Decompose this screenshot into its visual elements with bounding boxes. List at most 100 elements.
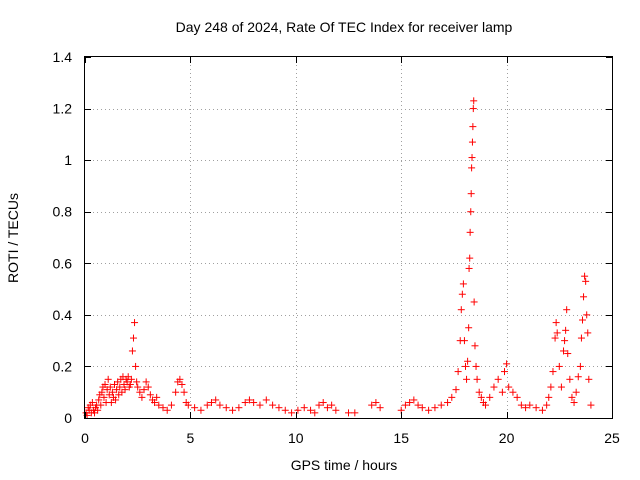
data-point: [104, 375, 112, 383]
data-point: [469, 123, 477, 131]
data-point: [229, 406, 237, 414]
x-axis-label: GPS time / hours: [291, 457, 398, 473]
data-point: [458, 290, 466, 298]
data-point: [545, 393, 553, 401]
data-point: [437, 401, 445, 409]
data-point: [564, 350, 572, 358]
data-point: [129, 334, 137, 342]
data-point: [351, 409, 359, 417]
y-tick-labels: 0 0.2 0.4 0.6 0.8 1 1.2 1.4: [53, 49, 73, 426]
data-point: [552, 319, 560, 327]
data-point: [448, 393, 456, 401]
data-point: [368, 401, 376, 409]
x-tick-labels: 0 5 10 15 20 25: [81, 430, 620, 446]
data-point: [490, 383, 498, 391]
data-point: [235, 404, 243, 412]
data-point: [131, 319, 139, 327]
data-point: [94, 406, 102, 414]
data-point: [106, 383, 114, 391]
data-point: [294, 406, 302, 414]
data-point: [372, 399, 380, 407]
data-point: [566, 375, 574, 383]
grid-lines: [85, 57, 612, 418]
data-point: [572, 388, 580, 396]
data-point: [288, 409, 296, 417]
data-point: [176, 375, 184, 383]
data-point: [410, 396, 418, 404]
data-point: [467, 190, 475, 198]
data-point: [517, 401, 525, 409]
data-point: [323, 404, 331, 412]
data-point: [126, 380, 134, 388]
data-point: [538, 406, 546, 414]
y-axis-label: ROTI / TECUs: [5, 193, 21, 283]
data-point: [112, 396, 120, 404]
data-point: [250, 399, 258, 407]
data-point: [300, 404, 308, 412]
data-point: [207, 399, 215, 407]
data-point: [116, 383, 124, 391]
y-tick-label: 1.4: [53, 49, 73, 65]
data-point: [315, 401, 323, 409]
data-point: [406, 399, 414, 407]
data-point: [144, 383, 152, 391]
data-point: [465, 324, 473, 332]
data-point: [570, 399, 578, 407]
data-point: [332, 406, 340, 414]
data-point: [431, 404, 439, 412]
data-point: [486, 393, 494, 401]
data-point: [134, 383, 142, 391]
data-point: [563, 306, 571, 314]
x-tick-label: 5: [187, 430, 195, 446]
data-point: [108, 388, 116, 396]
data-point: [549, 368, 557, 376]
data-point: [472, 362, 480, 370]
data-point: [498, 388, 506, 396]
data-point: [167, 401, 175, 409]
data-point: [584, 329, 592, 337]
chart-title: Day 248 of 2024, Rate Of TEC Index for r…: [176, 19, 513, 35]
data-point: [470, 298, 478, 306]
data-point: [178, 380, 186, 388]
plot-frame: [84, 56, 613, 419]
data-point: [500, 368, 508, 376]
data-point: [580, 293, 588, 301]
axis-ticks: [85, 57, 613, 419]
y-tick-label: 1.2: [53, 101, 73, 117]
data-point: [468, 164, 476, 172]
data-point: [136, 388, 144, 396]
data-point: [133, 378, 141, 386]
data-point: [245, 396, 253, 404]
data-point: [466, 228, 474, 236]
data-point: [132, 362, 140, 370]
x-tick-label: 15: [393, 430, 409, 446]
data-point: [482, 401, 490, 409]
data-point: [503, 360, 511, 368]
data-point: [98, 388, 106, 396]
data-point: [159, 404, 167, 412]
data-point: [509, 388, 517, 396]
data-point: [100, 393, 108, 401]
data-point: [216, 401, 224, 409]
data-point: [101, 380, 109, 388]
data-point: [555, 362, 563, 370]
data-point: [269, 401, 277, 409]
data-point: [561, 337, 569, 345]
data-point: [180, 388, 188, 396]
data-point: [97, 401, 105, 409]
data-point: [191, 404, 199, 412]
data-point: [146, 391, 154, 399]
data-point: [256, 401, 264, 409]
data-point: [275, 404, 283, 412]
data-point: [494, 375, 502, 383]
data-point: [457, 306, 465, 314]
data-point: [469, 105, 477, 113]
data-point: [142, 378, 150, 386]
data-point: [460, 337, 468, 345]
x-tick-label: 25: [604, 430, 620, 446]
data-point: [468, 154, 476, 162]
data-point: [212, 396, 220, 404]
y-tick-label: 0.2: [53, 358, 73, 374]
data-point: [127, 375, 135, 383]
